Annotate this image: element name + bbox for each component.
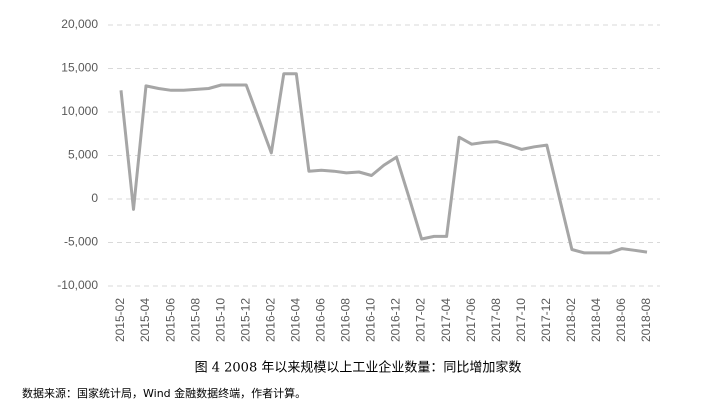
y-tick-label: 0: [91, 191, 98, 205]
x-tick-label: 2015-12: [238, 298, 252, 342]
y-tick-label: 15,000: [61, 61, 98, 75]
x-tick-label: 2017-12: [539, 298, 553, 342]
source-note: 数据来源：国家统计局，Wind 金融数据终端，作者计算。: [22, 386, 306, 400]
x-tick-label: 2017-02: [414, 298, 428, 342]
x-tick-label: 2018-04: [589, 298, 603, 342]
x-tick-label: 2015-06: [163, 298, 177, 342]
x-tick-label: 2015-08: [188, 298, 202, 342]
x-tick-label: 2018-06: [614, 298, 628, 342]
x-tick-label: 2017-10: [514, 298, 528, 342]
y-tick-label: 20,000: [61, 17, 98, 31]
x-tick-label: 2017-06: [464, 298, 478, 342]
y-tick-label: 5,000: [68, 148, 98, 162]
y-tick-label: 10,000: [61, 104, 98, 118]
x-tick-label: 2016-02: [263, 298, 277, 342]
x-tick-label: 2015-04: [138, 298, 152, 342]
x-tick-label: 2015-10: [213, 298, 227, 342]
x-tick-label: 2016-10: [364, 298, 378, 342]
y-tick-label: -5,000: [64, 235, 98, 249]
x-tick-label: 2015-02: [113, 298, 127, 342]
x-tick-label: 2018-08: [639, 298, 653, 342]
x-tick-label: 2018-02: [564, 298, 578, 342]
x-tick-label: 2016-08: [339, 298, 353, 342]
x-tick-label: 2016-12: [389, 298, 403, 342]
data-line: [119, 72, 648, 255]
x-tick-label: 2017-04: [439, 298, 453, 342]
x-tick-label: 2017-08: [489, 298, 503, 342]
chart-title: 图 4 2008 年以来规模以上工业企业数量：同比增加家数: [195, 360, 522, 376]
x-tick-label: 2016-06: [314, 298, 328, 342]
x-tick-label: 2016-04: [289, 298, 303, 342]
y-tick-label: -10,000: [57, 278, 98, 292]
